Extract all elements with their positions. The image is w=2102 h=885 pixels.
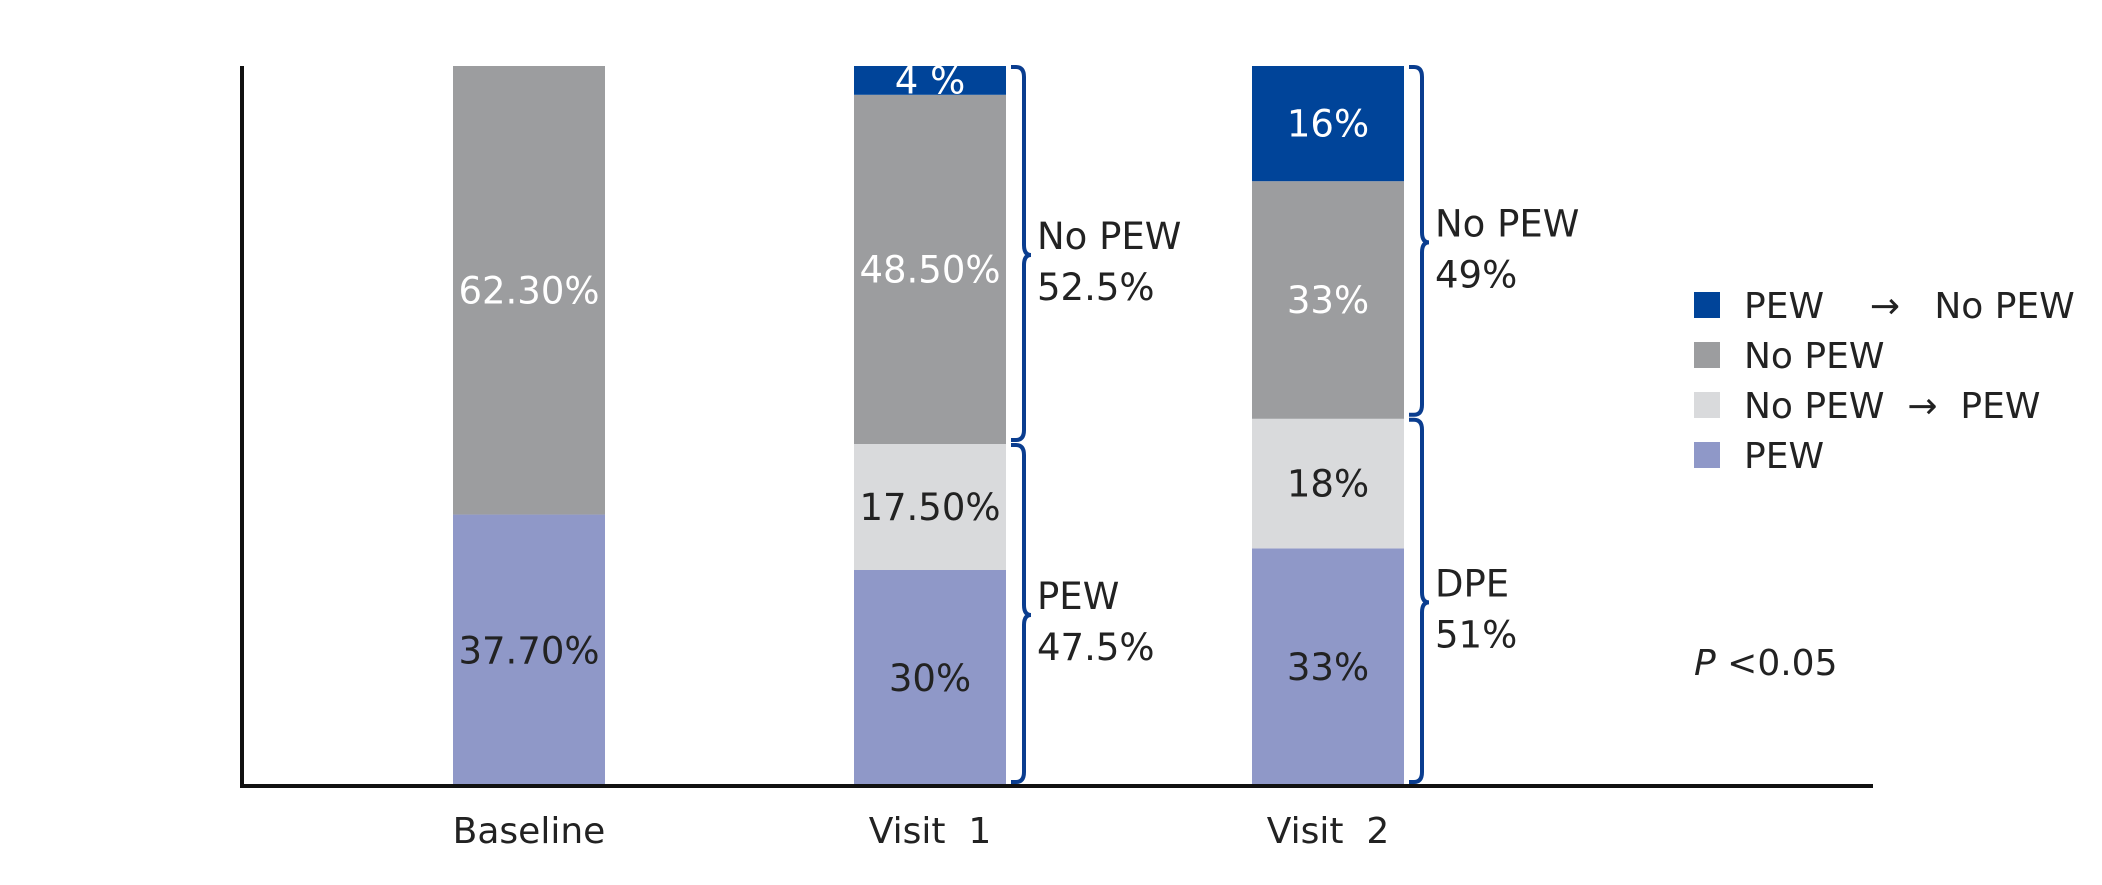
category-labels: Baseline Visit 1 Visit 2	[453, 811, 1390, 852]
brace-label: DPE	[1435, 562, 1509, 605]
data-label: 30%	[889, 657, 971, 700]
legend-swatch	[1694, 342, 1720, 368]
braces-layer: No PEW 52.5% PEW 47.5% No PEW 49% DPE 51%	[1011, 65, 1579, 784]
bar-segment	[854, 570, 1006, 786]
data-label: 4 %	[895, 59, 965, 102]
bar-segment	[854, 444, 1006, 570]
data-label: 48.50%	[859, 248, 1000, 291]
brace-value: 52.5%	[1037, 266, 1155, 309]
brace-label: PEW	[1037, 575, 1119, 618]
category-label: Baseline	[453, 811, 606, 852]
brace	[1011, 65, 1032, 442]
bar-segment	[1252, 181, 1404, 419]
p-value-italic: P	[1694, 643, 1716, 684]
brace-value: 51%	[1435, 613, 1517, 656]
legend-label: No PEW	[1744, 336, 1884, 377]
category-label: Visit 1	[869, 811, 992, 852]
legend-label: No PEW → PEW	[1744, 386, 2040, 427]
bar-segment	[854, 66, 1006, 95]
category-label: Visit 2	[1267, 811, 1390, 852]
brace	[1409, 65, 1430, 417]
p-value-text: <0.05	[1716, 643, 1838, 684]
data-label: 17.50%	[859, 486, 1000, 529]
bars-layer: 37.70% 62.30% 30% 17.50% 48.50% 4 % 33% 18% 33% 1…	[453, 59, 1404, 786]
data-label: 33%	[1287, 279, 1369, 322]
legend-label: PEW → No PEW	[1744, 286, 2075, 327]
bar-segment	[1252, 548, 1404, 786]
data-label: 18%	[1287, 463, 1369, 506]
brace-label: No PEW	[1435, 202, 1579, 245]
bar-segment	[1252, 418, 1404, 549]
brace	[1011, 443, 1032, 784]
legend: PEW → No PEW No PEW No PEW → PEW PEW	[1694, 286, 2075, 477]
bar-segment	[1252, 66, 1404, 182]
legend-swatch	[1694, 392, 1720, 418]
data-label: 62.30%	[458, 269, 599, 312]
bar-segment	[453, 66, 605, 515]
p-value-annotation: P <0.05	[1694, 643, 1837, 684]
data-label: 16%	[1287, 103, 1369, 146]
data-label: 37.70%	[458, 629, 599, 672]
brace	[1409, 417, 1430, 784]
brace-value: 47.5%	[1037, 626, 1155, 669]
legend-swatch	[1694, 292, 1720, 318]
legend-swatch	[1694, 442, 1720, 468]
legend-label: PEW	[1744, 436, 1824, 477]
brace-value: 49%	[1435, 253, 1517, 296]
bar-segment	[854, 94, 1006, 445]
bar-segment	[453, 514, 605, 786]
brace-label: No PEW	[1037, 215, 1181, 258]
data-label: 33%	[1287, 646, 1369, 689]
